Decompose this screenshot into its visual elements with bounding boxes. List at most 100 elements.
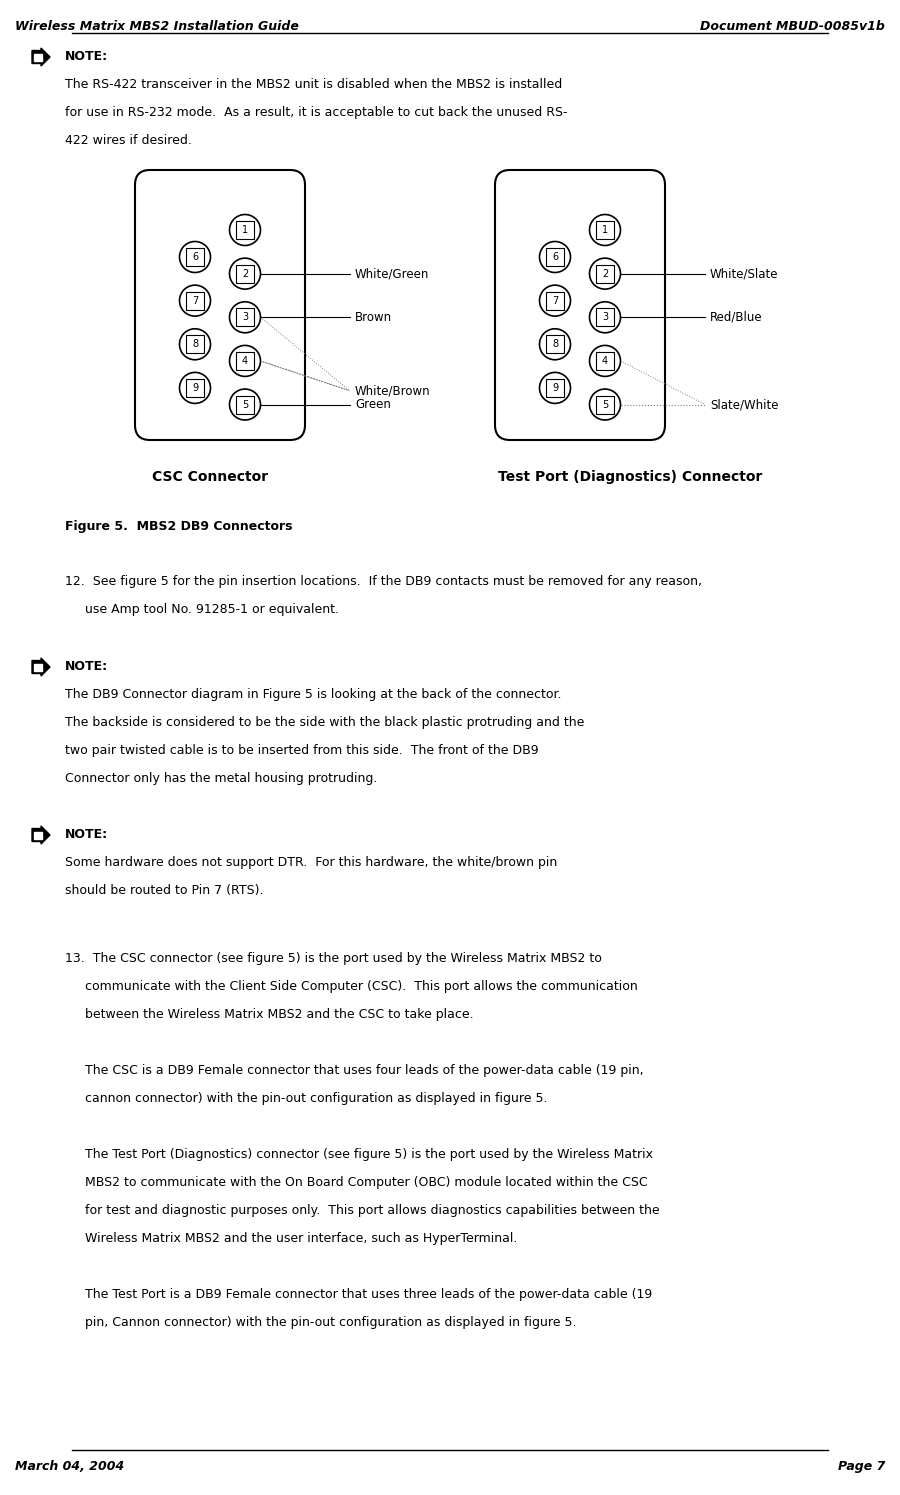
Text: 5: 5 <box>242 399 248 410</box>
Circle shape <box>179 242 211 272</box>
Text: The CSC is a DB9 Female connector that uses four leads of the power-data cable (: The CSC is a DB9 Female connector that u… <box>65 1064 644 1076</box>
Text: for use in RS-232 mode.  As a result, it is acceptable to cut back the unused RS: for use in RS-232 mode. As a result, it … <box>65 106 568 120</box>
Text: NOTE:: NOTE: <box>65 49 108 63</box>
Text: between the Wireless Matrix MBS2 and the CSC to take place.: between the Wireless Matrix MBS2 and the… <box>65 1008 473 1021</box>
FancyBboxPatch shape <box>135 170 305 440</box>
FancyBboxPatch shape <box>186 292 204 309</box>
Text: 7: 7 <box>192 296 198 305</box>
FancyBboxPatch shape <box>236 308 254 326</box>
Text: Green: Green <box>355 398 391 411</box>
FancyBboxPatch shape <box>596 351 614 369</box>
Circle shape <box>590 389 620 420</box>
Text: 12.  See figure 5 for the pin insertion locations.  If the DB9 contacts must be : 12. See figure 5 for the pin insertion l… <box>65 576 702 588</box>
FancyBboxPatch shape <box>236 396 254 414</box>
Circle shape <box>539 372 571 404</box>
Circle shape <box>179 329 211 360</box>
Text: NOTE:: NOTE: <box>65 828 108 842</box>
Circle shape <box>230 302 260 333</box>
Text: The Test Port (Diagnostics) connector (see figure 5) is the port used by the Wir: The Test Port (Diagnostics) connector (s… <box>65 1148 653 1162</box>
Text: 2: 2 <box>602 269 608 278</box>
Text: 1: 1 <box>242 226 248 235</box>
Text: White/Slate: White/Slate <box>710 268 778 280</box>
Circle shape <box>539 329 571 360</box>
Text: pin, Cannon connector) with the pin-out configuration as displayed in figure 5.: pin, Cannon connector) with the pin-out … <box>65 1316 577 1329</box>
Text: Red/Blue: Red/Blue <box>710 311 762 324</box>
FancyBboxPatch shape <box>546 335 564 353</box>
Circle shape <box>539 242 571 272</box>
Text: use Amp tool No. 91285-1 or equivalent.: use Amp tool No. 91285-1 or equivalent. <box>65 602 339 616</box>
Text: The DB9 Connector diagram in Figure 5 is looking at the back of the connector.: The DB9 Connector diagram in Figure 5 is… <box>65 688 562 701</box>
Text: 3: 3 <box>242 312 248 323</box>
Text: 422 wires if desired.: 422 wires if desired. <box>65 135 192 147</box>
Text: 4: 4 <box>602 356 608 366</box>
Text: 3: 3 <box>602 312 608 323</box>
Text: for test and diagnostic purposes only.  This port allows diagnostics capabilitie: for test and diagnostic purposes only. T… <box>65 1203 660 1217</box>
FancyBboxPatch shape <box>186 335 204 353</box>
Circle shape <box>590 259 620 289</box>
Text: 4: 4 <box>242 356 248 366</box>
Text: 9: 9 <box>552 383 558 393</box>
FancyBboxPatch shape <box>236 265 254 283</box>
Text: NOTE:: NOTE: <box>65 659 108 673</box>
FancyArrow shape <box>32 48 50 66</box>
FancyBboxPatch shape <box>495 170 665 440</box>
Text: The RS-422 transceiver in the MBS2 unit is disabled when the MBS2 is installed: The RS-422 transceiver in the MBS2 unit … <box>65 78 562 91</box>
Text: White/Brown: White/Brown <box>355 384 430 398</box>
Text: two pair twisted cable is to be inserted from this side.  The front of the DB9: two pair twisted cable is to be inserted… <box>65 745 538 756</box>
FancyArrow shape <box>34 664 42 670</box>
FancyBboxPatch shape <box>236 351 254 369</box>
Text: Connector only has the metal housing protruding.: Connector only has the metal housing pro… <box>65 771 377 785</box>
Circle shape <box>590 345 620 377</box>
FancyBboxPatch shape <box>546 378 564 396</box>
Text: MBS2 to communicate with the On Board Computer (OBC) module located within the C: MBS2 to communicate with the On Board Co… <box>65 1177 648 1189</box>
FancyBboxPatch shape <box>186 378 204 396</box>
Circle shape <box>230 345 260 377</box>
Text: The backside is considered to be the side with the black plastic protruding and : The backside is considered to be the sid… <box>65 716 584 730</box>
Circle shape <box>230 259 260 289</box>
Circle shape <box>539 286 571 315</box>
Text: Test Port (Diagnostics) Connector: Test Port (Diagnostics) Connector <box>498 469 762 484</box>
FancyArrow shape <box>32 827 50 845</box>
Circle shape <box>179 286 211 315</box>
FancyBboxPatch shape <box>546 292 564 309</box>
Circle shape <box>590 214 620 245</box>
Text: 7: 7 <box>552 296 558 305</box>
FancyBboxPatch shape <box>596 396 614 414</box>
FancyBboxPatch shape <box>236 221 254 239</box>
Text: CSC Connector: CSC Connector <box>152 469 268 484</box>
Text: Some hardware does not support DTR.  For this hardware, the white/brown pin: Some hardware does not support DTR. For … <box>65 857 557 869</box>
Text: Wireless Matrix MBS2 and the user interface, such as HyperTerminal.: Wireless Matrix MBS2 and the user interf… <box>65 1232 518 1245</box>
Text: March 04, 2004: March 04, 2004 <box>15 1461 124 1473</box>
Text: 1: 1 <box>602 226 608 235</box>
Text: 6: 6 <box>192 253 198 262</box>
FancyArrow shape <box>34 831 42 839</box>
Text: 5: 5 <box>602 399 608 410</box>
Text: White/Green: White/Green <box>355 268 429 280</box>
Text: Figure 5.  MBS2 DB9 Connectors: Figure 5. MBS2 DB9 Connectors <box>65 520 292 534</box>
Text: 8: 8 <box>552 339 558 350</box>
Text: 6: 6 <box>552 253 558 262</box>
Circle shape <box>179 372 211 404</box>
Text: The Test Port is a DB9 Female connector that uses three leads of the power-data : The Test Port is a DB9 Female connector … <box>65 1289 652 1301</box>
FancyBboxPatch shape <box>186 248 204 266</box>
FancyBboxPatch shape <box>596 221 614 239</box>
Text: should be routed to Pin 7 (RTS).: should be routed to Pin 7 (RTS). <box>65 884 264 897</box>
FancyBboxPatch shape <box>596 265 614 283</box>
Text: communicate with the Client Side Computer (CSC).  This port allows the communica: communicate with the Client Side Compute… <box>65 981 638 993</box>
Text: 2: 2 <box>242 269 248 278</box>
Circle shape <box>230 389 260 420</box>
Circle shape <box>230 214 260 245</box>
Text: Wireless Matrix MBS2 Installation Guide: Wireless Matrix MBS2 Installation Guide <box>15 19 299 33</box>
FancyBboxPatch shape <box>546 248 564 266</box>
Text: 13.  The CSC connector (see figure 5) is the port used by the Wireless Matrix MB: 13. The CSC connector (see figure 5) is … <box>65 952 602 964</box>
FancyArrow shape <box>32 658 50 676</box>
Text: Page 7: Page 7 <box>838 1461 885 1473</box>
Text: 8: 8 <box>192 339 198 350</box>
Text: cannon connector) with the pin-out configuration as displayed in figure 5.: cannon connector) with the pin-out confi… <box>65 1091 547 1105</box>
Text: Slate/White: Slate/White <box>710 398 778 411</box>
Text: 9: 9 <box>192 383 198 393</box>
Text: Document MBUD-0085v1b: Document MBUD-0085v1b <box>700 19 885 33</box>
Text: Brown: Brown <box>355 311 392 324</box>
FancyArrow shape <box>34 54 42 60</box>
FancyBboxPatch shape <box>596 308 614 326</box>
